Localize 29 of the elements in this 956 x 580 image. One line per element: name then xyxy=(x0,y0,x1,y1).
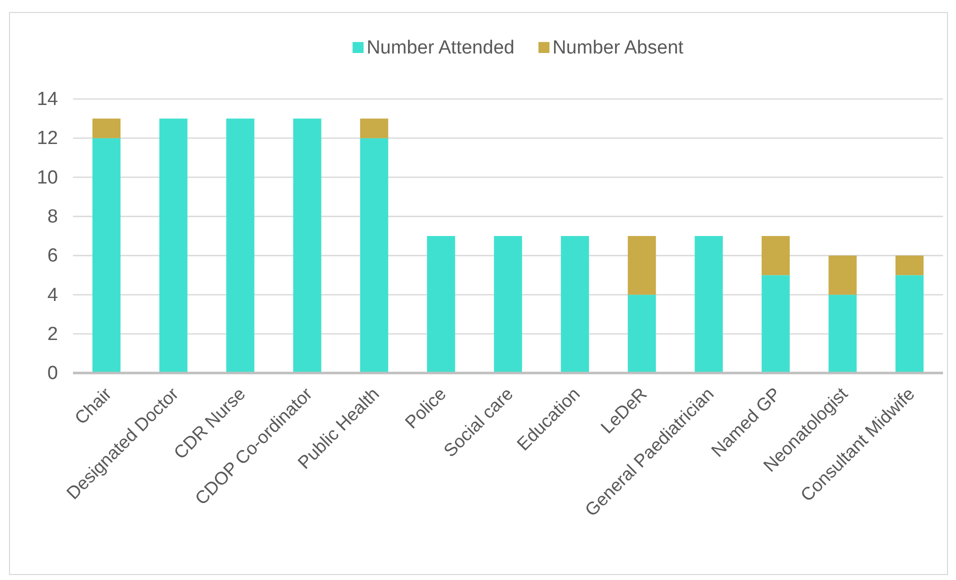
bar xyxy=(360,138,388,373)
bar xyxy=(828,256,857,295)
y-tick-label: 8 xyxy=(47,206,58,228)
y-tick-label: 10 xyxy=(36,167,58,188)
bar xyxy=(494,236,522,373)
bar xyxy=(427,236,456,373)
bar xyxy=(628,294,656,373)
y-tick-label: 2 xyxy=(47,324,58,345)
bar xyxy=(360,118,388,138)
bar xyxy=(226,118,254,373)
y-tick-label: 14 xyxy=(36,89,58,110)
legend-label: Number Absent xyxy=(552,38,684,59)
bar xyxy=(895,256,924,276)
bar xyxy=(762,236,790,276)
legend-label: Number Attended xyxy=(366,38,514,59)
bar xyxy=(694,236,723,373)
y-tick-label: 12 xyxy=(36,128,58,150)
bar xyxy=(628,236,656,295)
bar xyxy=(895,275,924,373)
y-tick-label: 6 xyxy=(47,246,58,267)
bar xyxy=(560,236,589,373)
bar xyxy=(293,118,322,373)
bar xyxy=(828,294,857,373)
y-tick-label: 4 xyxy=(47,284,58,306)
y-tick-label: 0 xyxy=(47,363,58,384)
bar xyxy=(92,138,121,373)
bar xyxy=(159,118,188,373)
bar xyxy=(92,118,121,138)
bar xyxy=(762,275,790,373)
